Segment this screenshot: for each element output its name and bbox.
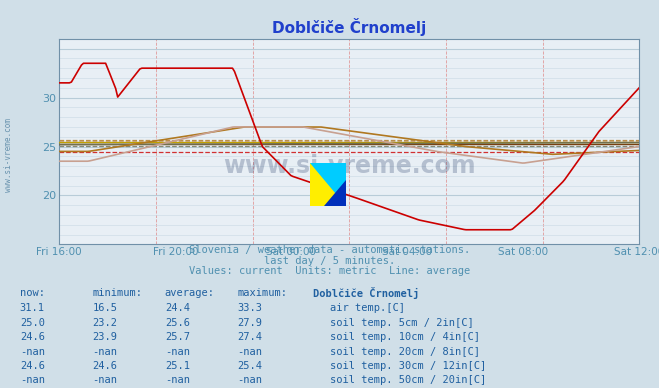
Text: 16.5: 16.5 (92, 303, 117, 314)
Text: 31.1: 31.1 (20, 303, 45, 314)
Title: Doblčiče Črnomelj: Doblčiče Črnomelj (272, 18, 426, 36)
Text: 27.9: 27.9 (237, 318, 262, 328)
Text: maximum:: maximum: (237, 288, 287, 298)
Text: Values: current  Units: metric  Line: average: Values: current Units: metric Line: aver… (189, 266, 470, 276)
Text: air temp.[C]: air temp.[C] (330, 303, 405, 314)
Text: now:: now: (20, 288, 45, 298)
Text: last day / 5 minutes.: last day / 5 minutes. (264, 256, 395, 266)
Text: 23.2: 23.2 (92, 318, 117, 328)
Text: 27.4: 27.4 (237, 332, 262, 342)
Text: soil temp. 50cm / 20in[C]: soil temp. 50cm / 20in[C] (330, 375, 486, 385)
Text: 24.6: 24.6 (92, 361, 117, 371)
Polygon shape (310, 163, 346, 206)
Text: minimum:: minimum: (92, 288, 142, 298)
Text: 25.7: 25.7 (165, 332, 190, 342)
Text: -nan: -nan (92, 375, 117, 385)
Text: -nan: -nan (237, 346, 262, 357)
Text: 25.0: 25.0 (20, 318, 45, 328)
Text: 25.4: 25.4 (237, 361, 262, 371)
Text: -nan: -nan (20, 346, 45, 357)
Text: 24.6: 24.6 (20, 332, 45, 342)
Text: soil temp. 10cm / 4in[C]: soil temp. 10cm / 4in[C] (330, 332, 480, 342)
Text: Slovenia / weather data - automatic stations.: Slovenia / weather data - automatic stat… (189, 245, 470, 255)
Text: soil temp. 30cm / 12in[C]: soil temp. 30cm / 12in[C] (330, 361, 486, 371)
Text: -nan: -nan (92, 346, 117, 357)
Text: 33.3: 33.3 (237, 303, 262, 314)
Text: -nan: -nan (237, 375, 262, 385)
Text: -nan: -nan (20, 375, 45, 385)
Text: average:: average: (165, 288, 215, 298)
Text: 24.4: 24.4 (165, 303, 190, 314)
Text: 23.9: 23.9 (92, 332, 117, 342)
Text: -nan: -nan (165, 346, 190, 357)
Text: -nan: -nan (165, 375, 190, 385)
Text: 24.6: 24.6 (20, 361, 45, 371)
Text: www.si-vreme.com: www.si-vreme.com (4, 118, 13, 192)
Text: soil temp. 20cm / 8in[C]: soil temp. 20cm / 8in[C] (330, 346, 480, 357)
Text: 25.6: 25.6 (165, 318, 190, 328)
Polygon shape (324, 180, 346, 206)
Text: 25.1: 25.1 (165, 361, 190, 371)
Text: Doblčiče Črnomelj: Doblčiče Črnomelj (313, 287, 419, 299)
Polygon shape (310, 163, 346, 206)
Text: www.si-vreme.com: www.si-vreme.com (223, 154, 476, 178)
Text: soil temp. 5cm / 2in[C]: soil temp. 5cm / 2in[C] (330, 318, 473, 328)
